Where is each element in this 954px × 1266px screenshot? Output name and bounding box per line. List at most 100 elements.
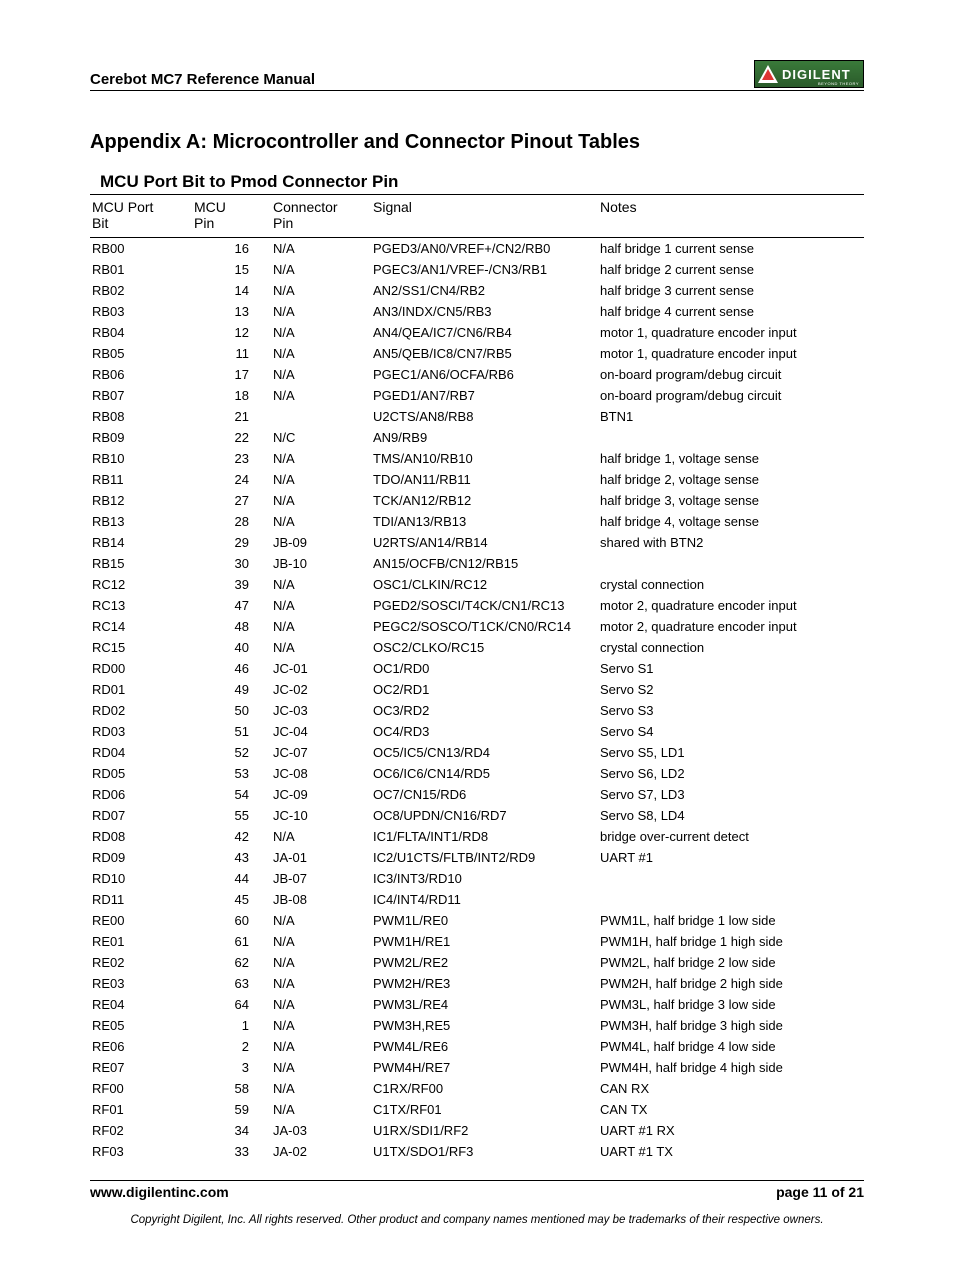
table-row: RD0250JC-03OC3/RD2Servo S3 xyxy=(90,700,864,721)
table-cell: RC12 xyxy=(90,574,188,595)
table-cell: RF02 xyxy=(90,1120,188,1141)
table-cell: RB09 xyxy=(90,427,188,448)
table-cell: RB11 xyxy=(90,469,188,490)
table-cell: 27 xyxy=(188,490,267,511)
table-cell: RE05 xyxy=(90,1015,188,1036)
table-cell: UART #1 TX xyxy=(594,1141,864,1162)
table-cell: TCK/AN12/RB12 xyxy=(367,490,594,511)
table-cell: JC-10 xyxy=(267,805,367,826)
table-cell: JC-01 xyxy=(267,658,367,679)
table-cell: RB14 xyxy=(90,532,188,553)
table-cell: 18 xyxy=(188,385,267,406)
table-cell: N/A xyxy=(267,511,367,532)
table-cell: RD04 xyxy=(90,742,188,763)
table-cell: 2 xyxy=(188,1036,267,1057)
table-cell: 48 xyxy=(188,616,267,637)
table-cell: AN3/INDX/CN5/RB3 xyxy=(367,301,594,322)
table-row: RB0718N/APGED1/AN7/RB7on-board program/d… xyxy=(90,385,864,406)
table-cell: N/A xyxy=(267,1036,367,1057)
table-cell: RB02 xyxy=(90,280,188,301)
table-cell: 43 xyxy=(188,847,267,868)
table-cell: N/A xyxy=(267,490,367,511)
page: Cerebot MC7 Reference Manual DIGILENT BE… xyxy=(0,0,954,1266)
table-cell: 14 xyxy=(188,280,267,301)
table-row: RB0115N/APGEC3/AN1/VREF-/CN3/RB1half bri… xyxy=(90,259,864,280)
table-row: RB1530JB-10AN15/OCFB/CN12/RB15 xyxy=(90,553,864,574)
table-cell: crystal connection xyxy=(594,574,864,595)
col-header-conn-l2: Pin xyxy=(273,215,293,231)
table-cell: JA-01 xyxy=(267,847,367,868)
table-cell: RF03 xyxy=(90,1141,188,1162)
table-cell: 61 xyxy=(188,931,267,952)
table-cell: 54 xyxy=(188,784,267,805)
table-cell: JC-07 xyxy=(267,742,367,763)
table-cell: PEGC2/SOSCO/T1CK/CN0/RC14 xyxy=(367,616,594,637)
table-cell: RB12 xyxy=(90,490,188,511)
table-cell: RB15 xyxy=(90,553,188,574)
table-row: RB1023N/ATMS/AN10/RB10half bridge 1, vol… xyxy=(90,448,864,469)
table-cell: 58 xyxy=(188,1078,267,1099)
table-row: RD0553JC-08OC6/IC6/CN14/RD5Servo S6, LD2 xyxy=(90,763,864,784)
table-row: RB0922N/CAN9/RB9 xyxy=(90,427,864,448)
logo-text: DIGILENT xyxy=(782,67,851,82)
table-cell: RE03 xyxy=(90,973,188,994)
table-cell: half bridge 1 current sense xyxy=(594,238,864,260)
table-cell: RC15 xyxy=(90,637,188,658)
table-cell: AN5/QEB/IC8/CN7/RB5 xyxy=(367,343,594,364)
table-cell: RB06 xyxy=(90,364,188,385)
table-cell: C1RX/RF00 xyxy=(367,1078,594,1099)
table-cell: AN15/OCFB/CN12/RB15 xyxy=(367,553,594,574)
table-cell: JB-09 xyxy=(267,532,367,553)
table-cell: UART #1 RX xyxy=(594,1120,864,1141)
table-cell: IC4/INT4/RD11 xyxy=(367,889,594,910)
table-cell: 11 xyxy=(188,343,267,364)
table-row: RB1124N/ATDO/AN11/RB11half bridge 2, vol… xyxy=(90,469,864,490)
table-cell: RD03 xyxy=(90,721,188,742)
table-row: RD0046JC-01OC1/RD0Servo S1 xyxy=(90,658,864,679)
table-cell: RB13 xyxy=(90,511,188,532)
table-row: RB0821U2CTS/AN8/RB8BTN1 xyxy=(90,406,864,427)
col-header-mcupin-l1: MCU xyxy=(194,199,226,215)
table-cell: 45 xyxy=(188,889,267,910)
table-cell: U2CTS/AN8/RB8 xyxy=(367,406,594,427)
table-cell: Servo S3 xyxy=(594,700,864,721)
table-cell: OC3/RD2 xyxy=(367,700,594,721)
table-cell: N/A xyxy=(267,385,367,406)
table-cell: UART #1 xyxy=(594,847,864,868)
col-header-notes: Notes xyxy=(594,195,864,238)
table-cell: PWM1L, half bridge 1 low side xyxy=(594,910,864,931)
table-cell: AN9/RB9 xyxy=(367,427,594,448)
table-cell: 63 xyxy=(188,973,267,994)
table-cell: IC1/FLTA/INT1/RD8 xyxy=(367,826,594,847)
table-cell: JB-08 xyxy=(267,889,367,910)
table-row: RD0654JC-09OC7/CN15/RD6Servo S7, LD3 xyxy=(90,784,864,805)
table-row: RD0149JC-02OC2/RD1Servo S2 xyxy=(90,679,864,700)
footer-url: www.digilentinc.com xyxy=(90,1184,229,1200)
table-cell: RE06 xyxy=(90,1036,188,1057)
table-cell: JC-08 xyxy=(267,763,367,784)
table-cell: N/A xyxy=(267,1057,367,1078)
table-cell: on-board program/debug circuit xyxy=(594,364,864,385)
table-row: RD0351JC-04OC4/RD3Servo S4 xyxy=(90,721,864,742)
table-row: RC1347N/APGED2/SOSCI/T4CK/CN1/RC13motor … xyxy=(90,595,864,616)
table-row: RB0412N/AAN4/QEA/IC7/CN6/RB4motor 1, qua… xyxy=(90,322,864,343)
table-cell: Servo S1 xyxy=(594,658,864,679)
table-cell: half bridge 4, voltage sense xyxy=(594,511,864,532)
table-cell: TDO/AN11/RB11 xyxy=(367,469,594,490)
col-header-conn: Connector Pin xyxy=(267,195,367,238)
table-cell: RD10 xyxy=(90,868,188,889)
col-header-port-l2: Bit xyxy=(92,215,108,231)
table-cell: 40 xyxy=(188,637,267,658)
table-cell: PWM3L/RE4 xyxy=(367,994,594,1015)
table-cell: N/A xyxy=(267,994,367,1015)
table-row: RD0943JA-01IC2/U1CTS/FLTB/INT2/RD9UART #… xyxy=(90,847,864,868)
table-cell: RE07 xyxy=(90,1057,188,1078)
table-cell: N/A xyxy=(267,952,367,973)
table-cell: OC1/RD0 xyxy=(367,658,594,679)
table-row: RB0016N/APGED3/AN0/VREF+/CN2/RB0half bri… xyxy=(90,238,864,260)
table-cell: 17 xyxy=(188,364,267,385)
table-cell: U1RX/SDI1/RF2 xyxy=(367,1120,594,1141)
table-cell: RD08 xyxy=(90,826,188,847)
table-cell: 12 xyxy=(188,322,267,343)
table-cell: 13 xyxy=(188,301,267,322)
